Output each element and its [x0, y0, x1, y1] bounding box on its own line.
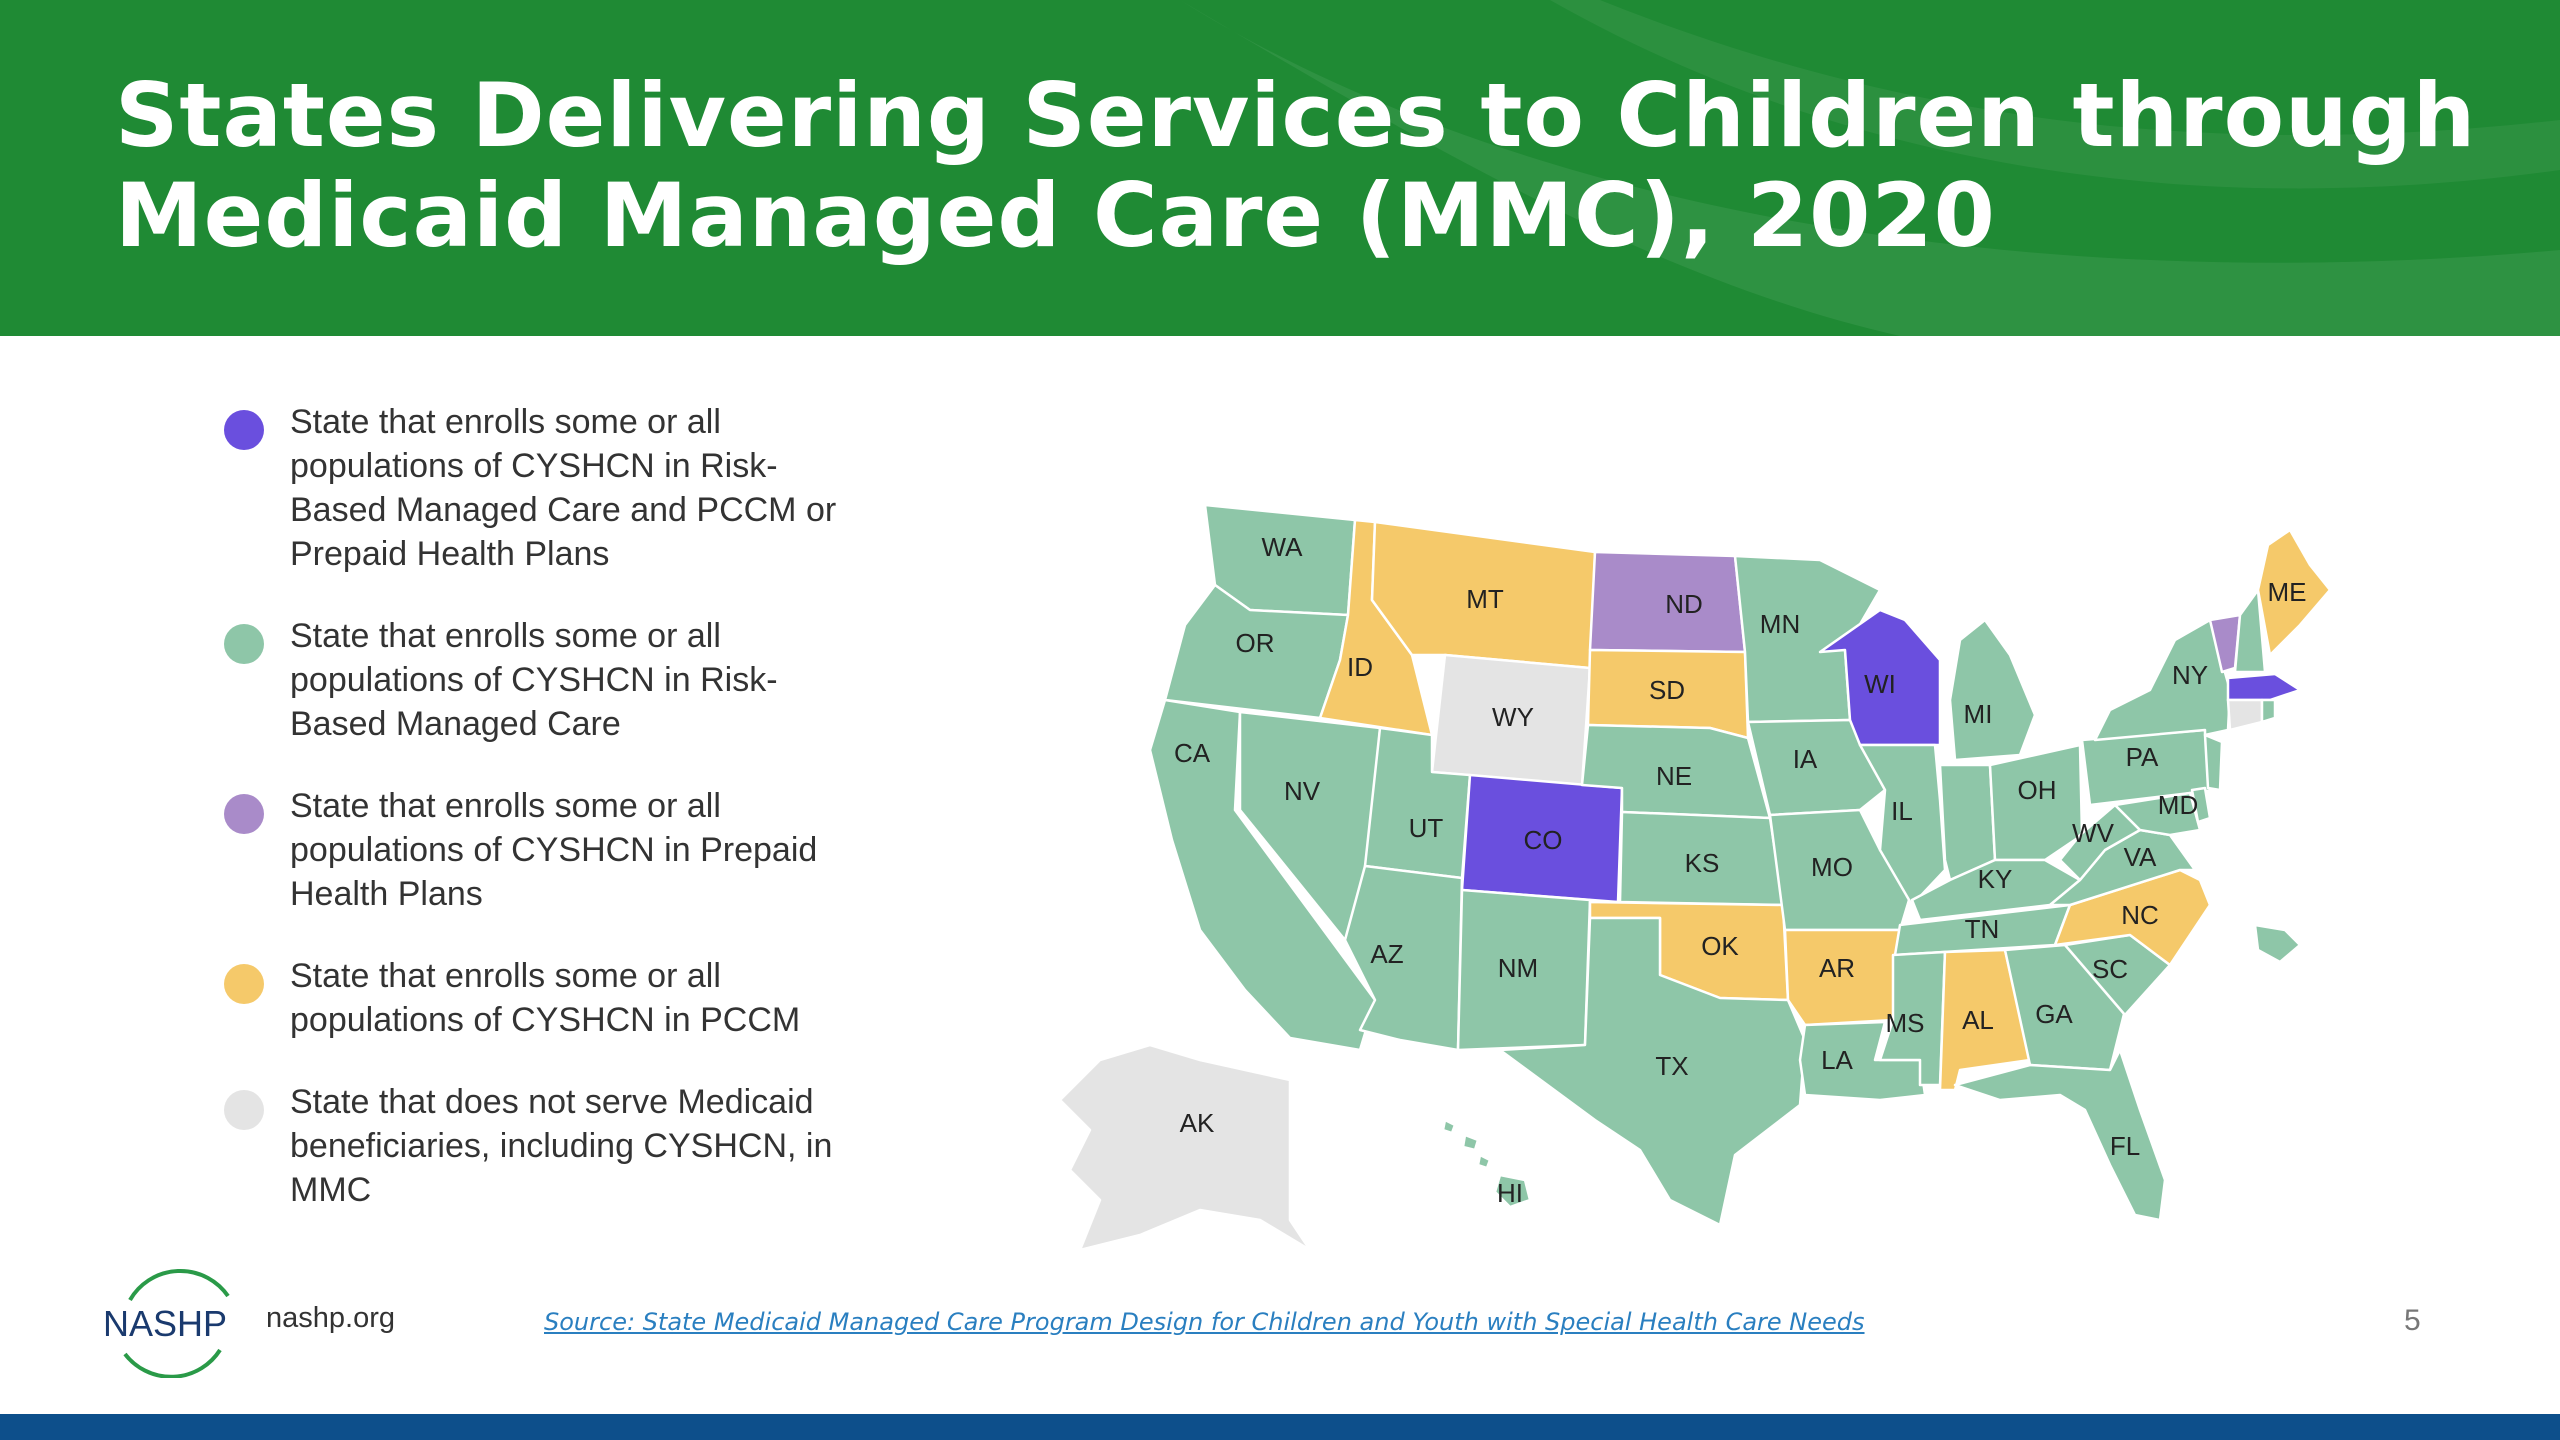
source-link[interactable]: Source: State Medicaid Managed Care Prog…: [544, 1308, 1865, 1336]
header-swoosh-decoration: [1180, 0, 2560, 336]
state-fl[interactable]: [1953, 1048, 2167, 1222]
label-ks: KS: [1685, 848, 1720, 878]
label-hi: HI: [1497, 1178, 1523, 1208]
state-nj[interactable]: [2203, 733, 2224, 792]
state-ct[interactable]: [2226, 698, 2264, 732]
legend-item-risk-pccm: State that enrolls some or all population…: [220, 400, 870, 576]
label-co: CO: [1524, 825, 1563, 855]
legend-swatch-risk: [224, 624, 264, 664]
legend-label-pccm: State that enrolls some or all population…: [290, 957, 801, 1039]
label-ia: IA: [1793, 744, 1818, 774]
legend-swatch-risk-pccm: [224, 410, 264, 450]
us-states-map: WA OR CA NV ID MT WY UT CO AZ NM ND SD N…: [1058, 503, 2332, 1252]
label-ny: NY: [2172, 660, 2208, 690]
label-nm: NM: [1498, 953, 1538, 983]
legend-item-risk: State that enrolls some or all population…: [220, 614, 870, 746]
label-ca: CA: [1174, 738, 1211, 768]
legend-swatch-pccm: [224, 964, 264, 1004]
label-or: OR: [1236, 628, 1275, 658]
title-line-2: Medicaid Managed Care (MMC), 2020: [115, 164, 1996, 267]
state-me[interactable]: [2256, 528, 2332, 657]
legend-item-none: State that does not serve Medicaid benefi…: [220, 1080, 870, 1212]
label-nd: ND: [1665, 589, 1703, 619]
nashp-logo: NASHP: [103, 1268, 230, 1378]
label-ar: AR: [1819, 953, 1855, 983]
state-ky[interactable]: [1910, 858, 2082, 922]
state-la[interactable]: [1798, 1020, 1927, 1102]
state-ca[interactable]: [1148, 698, 1377, 1052]
label-mi: MI: [1964, 699, 1993, 729]
label-ga: GA: [2035, 999, 2073, 1029]
page-title: States Delivering Services to Children t…: [115, 66, 2476, 266]
label-ms: MS: [1886, 1008, 1925, 1038]
state-oh[interactable]: [1988, 743, 2084, 862]
header-banner: States Delivering Services to Children t…: [0, 0, 2560, 336]
legend-label-risk: State that enrolls some or all population…: [290, 617, 778, 743]
label-oh: OH: [2018, 775, 2057, 805]
footer-site-link[interactable]: nashp.org: [266, 1302, 395, 1334]
label-wi: WI: [1864, 669, 1896, 699]
state-md[interactable]: [2113, 791, 2202, 837]
state-nh[interactable]: [2233, 588, 2267, 674]
state-hi[interactable]: [1493, 1173, 1532, 1209]
label-wv: WV: [2072, 818, 2115, 848]
logo-text: NASHP: [103, 1303, 227, 1344]
legend-item-prepaid: State that enrolls some or all population…: [220, 784, 870, 916]
legend-label-risk-pccm: State that enrolls some or all population…: [290, 403, 837, 573]
legend-label-none: State that does not serve Medicaid benefi…: [290, 1083, 833, 1209]
state-mi[interactable]: [1948, 618, 2037, 762]
label-sd: SD: [1649, 675, 1685, 705]
legend-swatch-prepaid: [224, 794, 264, 834]
state-pr[interactable]: [2253, 923, 2302, 964]
label-tn: TN: [1965, 914, 2000, 944]
label-me: ME: [2268, 577, 2307, 607]
label-nc: NC: [2121, 900, 2159, 930]
label-il: IL: [1891, 796, 1913, 826]
label-mn: MN: [1760, 609, 1800, 639]
map-legend: State that enrolls some or all population…: [220, 400, 870, 1250]
state-hi-islands[interactable]: [1441, 1118, 1492, 1170]
label-tx: TX: [1655, 1051, 1688, 1081]
bottom-bar: [0, 1414, 2560, 1440]
label-md: MD: [2158, 790, 2198, 820]
label-ne: NE: [1656, 761, 1692, 791]
state-ia[interactable]: [1746, 718, 1887, 817]
legend-swatch-none: [224, 1090, 264, 1130]
label-ut: UT: [1409, 813, 1444, 843]
label-wy: WY: [1492, 702, 1534, 732]
page-number: 5: [2404, 1304, 2421, 1337]
label-la: LA: [1821, 1045, 1853, 1075]
label-mo: MO: [1811, 852, 1853, 882]
state-ak[interactable]: [1058, 1043, 1312, 1252]
label-fl: FL: [2110, 1131, 2140, 1161]
label-wa: WA: [1262, 532, 1304, 562]
state-de[interactable]: [2190, 786, 2212, 824]
label-va: VA: [2124, 842, 2157, 872]
label-al: AL: [1962, 1005, 1994, 1035]
state-ri[interactable]: [2260, 698, 2277, 724]
label-nv: NV: [1284, 776, 1321, 806]
label-ak: AK: [1180, 1108, 1215, 1138]
label-az: AZ: [1370, 939, 1403, 969]
state-wi[interactable]: [1818, 608, 1942, 747]
label-ok: OK: [1701, 931, 1739, 961]
label-pa: PA: [2126, 742, 2159, 772]
legend-item-pccm: State that enrolls some or all population…: [220, 954, 870, 1042]
label-mt: MT: [1466, 584, 1504, 614]
title-line-1: States Delivering Services to Children t…: [115, 64, 2477, 167]
state-il[interactable]: [1858, 743, 1947, 907]
label-sc: SC: [2092, 954, 2128, 984]
label-ky: KY: [1978, 864, 2013, 894]
state-ny[interactable]: [2093, 618, 2232, 742]
label-id: ID: [1347, 652, 1373, 682]
legend-label-prepaid: State that enrolls some or all population…: [290, 787, 818, 913]
state-tx[interactable]: [1498, 916, 1807, 1227]
state-ma[interactable]: [2226, 672, 2302, 702]
